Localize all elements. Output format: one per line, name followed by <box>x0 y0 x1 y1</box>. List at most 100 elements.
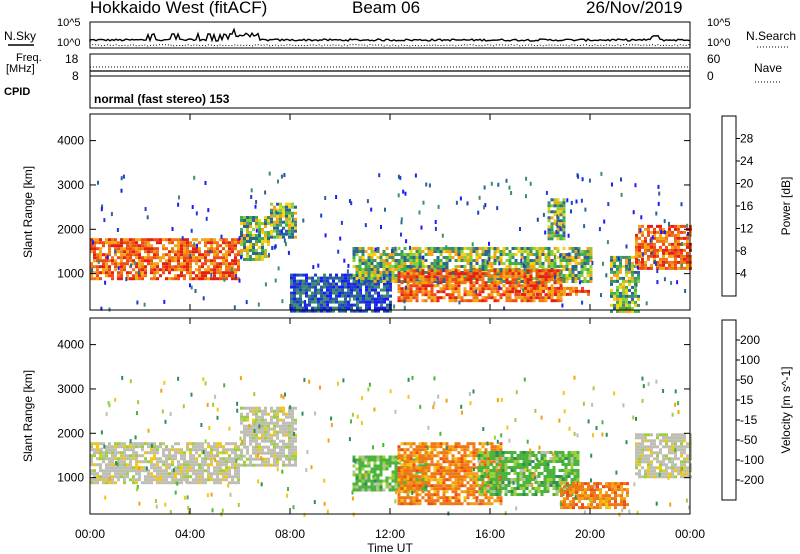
heatmap-cell <box>141 445 144 449</box>
heatmap-cell <box>102 454 105 458</box>
heatmap-cell <box>510 457 514 460</box>
heatmap-cell <box>547 296 551 300</box>
heatmap-cell <box>635 257 638 261</box>
heatmap-cell <box>258 448 261 452</box>
heatmap-cell <box>168 265 171 269</box>
heatmap-cell <box>510 487 514 490</box>
heatmap-cell <box>662 254 665 258</box>
heatmap-cell <box>288 409 291 413</box>
heatmap-cell <box>628 303 631 307</box>
heatmap-cell <box>276 463 279 467</box>
heatmap-speckle <box>403 299 406 304</box>
heatmap-cell <box>108 466 111 470</box>
heatmap-cell <box>213 469 216 473</box>
heatmap-cell <box>409 484 413 488</box>
heatmap-cell <box>418 481 422 485</box>
heatmap-cell <box>454 448 458 452</box>
heatmap-cell <box>505 290 509 294</box>
heatmap-cell <box>448 250 452 253</box>
heatmap-cell <box>264 433 267 437</box>
heatmap-cell <box>469 253 473 256</box>
heatmap-cell <box>243 460 246 464</box>
heatmap-cell <box>273 424 276 428</box>
heatmap-cell <box>526 275 530 279</box>
heatmap-cell <box>243 415 246 419</box>
heatmap-cell <box>409 284 413 288</box>
heatmap-cell <box>442 275 446 279</box>
heatmap-cell <box>385 277 389 280</box>
heatmap-cell <box>267 427 270 431</box>
heatmap-cell <box>156 277 159 281</box>
heatmap-cell <box>562 234 566 238</box>
heatmap-cell <box>662 266 665 270</box>
heatmap-cell <box>469 250 473 253</box>
heatmap-cell <box>317 309 320 313</box>
heatmap-cell <box>550 259 554 262</box>
heatmap-cell <box>391 479 395 483</box>
heatmap-cell <box>114 448 117 452</box>
heatmap-cell <box>120 250 123 254</box>
heatmap-cell <box>427 275 431 279</box>
heatmap-cell <box>587 292 590 296</box>
heatmap-cell <box>291 445 294 449</box>
heatmap-cell <box>406 287 410 291</box>
heatmap-cell <box>290 303 293 307</box>
heatmap-cell <box>544 275 548 279</box>
heatmap-cell <box>580 274 584 277</box>
heatmap-cell <box>457 247 461 250</box>
heatmap-cell <box>285 454 288 458</box>
heatmap-cell <box>680 254 683 258</box>
heatmap-cell <box>159 256 162 260</box>
heatmap-cell <box>249 433 252 437</box>
heatmap-cell <box>222 238 225 242</box>
heatmap-cell <box>409 296 413 300</box>
heatmap-cell <box>442 280 446 283</box>
heatmap-cell <box>213 466 216 470</box>
heatmap-cell <box>279 211 282 215</box>
heatmap-cell <box>213 241 216 245</box>
heatmap-cell <box>534 463 538 466</box>
heatmap-cell <box>225 253 228 257</box>
heatmap-speckle <box>458 300 461 305</box>
heatmap-cell <box>528 463 532 466</box>
heatmap-cell <box>463 287 467 291</box>
heatmap-cell <box>213 448 216 452</box>
heatmap-speckle <box>436 276 439 281</box>
heatmap-cell <box>562 268 566 271</box>
heatmap-cell <box>308 285 311 289</box>
heatmap-cell <box>237 466 240 470</box>
heatmap-cell <box>228 466 231 470</box>
heatmap-cell <box>320 291 323 295</box>
heatmap-cell <box>499 253 503 256</box>
heatmap-cell <box>183 472 186 476</box>
heatmap-cell <box>472 293 476 297</box>
heatmap-cell <box>418 502 422 506</box>
colorbar-tick-label: 24 <box>740 154 754 168</box>
heatmap-cell <box>586 268 590 271</box>
heatmap-speckle <box>483 185 486 190</box>
heatmap-cell <box>252 421 255 425</box>
heatmap-cell <box>559 201 563 205</box>
heatmap-cell <box>135 247 138 251</box>
heatmap-cell <box>472 272 476 276</box>
heatmap-cell <box>499 442 503 446</box>
heatmap-cell <box>225 451 228 455</box>
heatmap-cell <box>415 259 419 262</box>
heatmap-cell <box>258 436 261 440</box>
heatmap-cell <box>171 478 174 482</box>
heatmap-cell <box>99 469 102 473</box>
heatmap-cell <box>409 457 413 461</box>
heatmap-cell <box>377 300 380 304</box>
heatmap-cell <box>243 225 246 228</box>
heatmap-cell <box>162 256 165 260</box>
heatmap-cell <box>174 277 177 281</box>
heatmap-cell <box>424 247 428 250</box>
heatmap-cell <box>207 259 210 263</box>
heatmap-cell <box>282 433 285 437</box>
heatmap-cell <box>186 478 189 482</box>
heatmap-cell <box>541 269 545 273</box>
heatmap-cell <box>382 458 386 462</box>
heatmap-cell <box>463 460 467 464</box>
heatmap-cell <box>541 278 545 282</box>
heatmap-cell <box>171 238 174 242</box>
